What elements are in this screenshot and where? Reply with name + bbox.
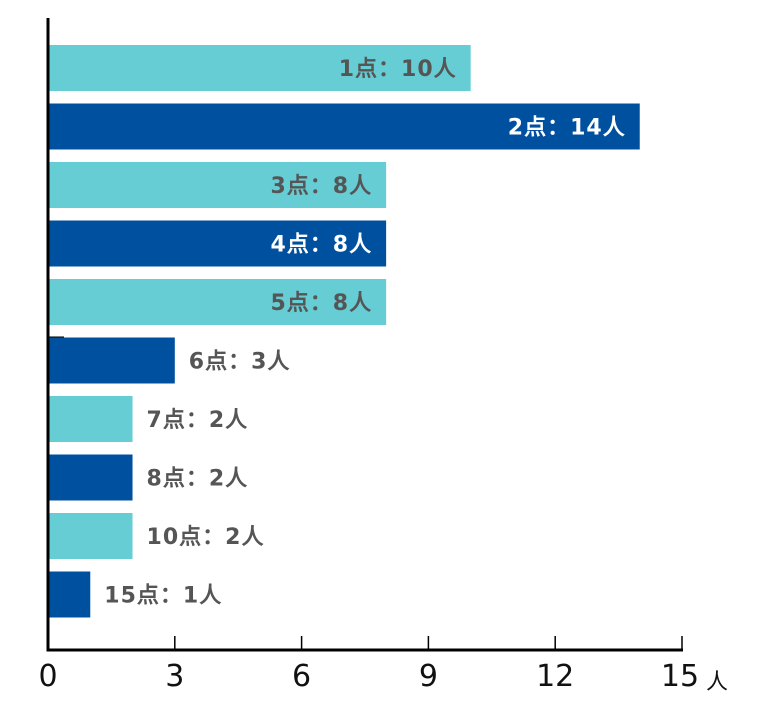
bar-3 bbox=[48, 162, 387, 208]
bar-8 bbox=[48, 454, 133, 501]
bar-5 bbox=[48, 279, 387, 325]
bar-9 bbox=[48, 513, 133, 559]
bar-label-6: 6点：3人 bbox=[189, 349, 291, 375]
x-tick-label-0: 0 bbox=[38, 659, 57, 694]
bar-10 bbox=[48, 571, 91, 618]
x-tick-label-15: 15 bbox=[661, 659, 699, 694]
bar-2 bbox=[48, 103, 640, 150]
bar-4 bbox=[48, 220, 387, 267]
bar-label-5: 5点：8人 bbox=[271, 290, 373, 316]
bar-label-10: 15点：1人 bbox=[104, 583, 222, 609]
bar-7 bbox=[48, 396, 133, 442]
bars-layer bbox=[48, 45, 640, 618]
bar-label-1: 1点：10人 bbox=[339, 56, 457, 82]
bar-label-9: 10点：2人 bbox=[147, 524, 265, 550]
x-tick-label-9: 9 bbox=[419, 659, 438, 694]
bar-label-7: 7点：2人 bbox=[147, 407, 249, 433]
bar-1 bbox=[48, 45, 471, 91]
x-tick-label-6: 6 bbox=[292, 659, 311, 694]
labels-layer: 1点：10人 2点：14人 3点：8人 4点：8人 5点：8人 6点：3人 7点：2人 8点：… bbox=[104, 56, 626, 609]
x-unit-label: 人 bbox=[706, 670, 728, 695]
x-tick-label-12: 12 bbox=[536, 659, 574, 694]
bar-label-4: 4点：8人 bbox=[271, 232, 373, 258]
x-tick-label-3: 3 bbox=[165, 659, 184, 694]
bar-label-8: 8点：2人 bbox=[147, 466, 249, 492]
axes-layer: 0 3 6 9 12 15 人 bbox=[38, 18, 728, 695]
bar-label-2: 2点：14人 bbox=[508, 115, 626, 141]
bar-6 bbox=[48, 337, 175, 384]
bar-label-3: 3点：8人 bbox=[271, 173, 373, 199]
